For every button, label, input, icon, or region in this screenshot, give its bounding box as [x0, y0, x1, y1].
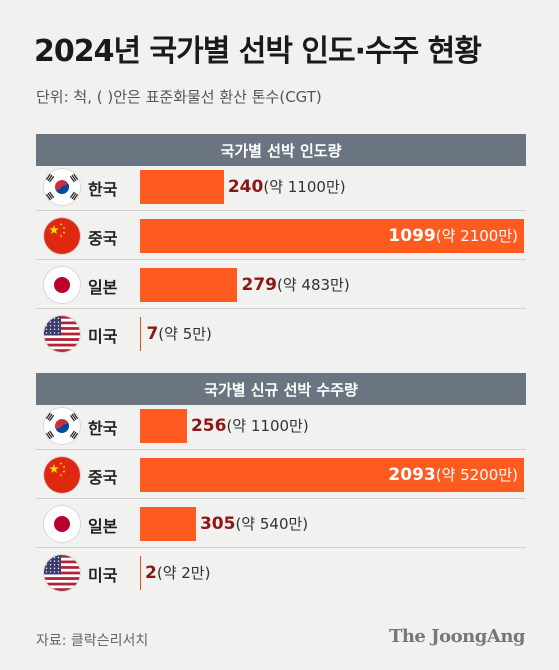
japan-flag-icon [44, 267, 80, 303]
cgt-label: (약 5만) [158, 325, 212, 343]
value-label: 305(약 540만) [200, 513, 308, 534]
korea-flag-icon [44, 169, 80, 205]
bar [140, 268, 238, 302]
row-divider [36, 259, 526, 260]
usa-flag-icon [44, 555, 80, 591]
bar-row: 한국 240(약 1100만) [36, 162, 526, 212]
row-divider [36, 210, 526, 211]
value-number: 2 [145, 563, 157, 583]
country-label: 한국 [88, 180, 118, 199]
value-number: 256 [190, 416, 227, 436]
bar [140, 170, 224, 204]
country-label: 중국 [88, 229, 118, 248]
page-title: 2024년 국가별 선박 인도·수주 현황 [34, 34, 482, 69]
value-number: 305 [199, 514, 236, 534]
bar-row: 한국 256(약 1100만) [36, 401, 526, 451]
value-label: 256(약 1100만) [191, 415, 309, 436]
country-label: 일본 [88, 278, 118, 297]
unit-note: 단위: 척, ( )안은 표준화물선 환산 톤수(CGT) [36, 88, 322, 106]
value-number: 1099 [388, 226, 436, 246]
row-divider [36, 547, 526, 548]
value-label: 1099(약 2100만) [388, 225, 518, 246]
bar [140, 507, 196, 541]
cgt-label: (약 1100만) [226, 417, 309, 435]
row-divider [36, 308, 526, 309]
bar [140, 409, 187, 443]
bar-row: 일본 305(약 540만) [36, 499, 526, 549]
china-flag-icon [44, 218, 80, 254]
bar-row: 중국 1099(약 2100만) [36, 211, 526, 261]
value-label: 279(약 483만) [241, 274, 349, 295]
bar-row: 중국 2093(약 5200만) [36, 450, 526, 500]
value-number: 240 [227, 177, 264, 197]
china-flag-icon [44, 457, 80, 493]
brand-logo: The JoongAng [388, 626, 526, 647]
source-note: 자료: 클락슨리서치 [36, 633, 149, 649]
bar [140, 317, 141, 351]
korea-flag-icon [44, 408, 80, 444]
cgt-label: (약 2만) [156, 564, 211, 582]
country-label: 미국 [88, 566, 118, 585]
cgt-label: (약 2100만) [435, 227, 518, 245]
value-number: 7 [146, 324, 159, 344]
bar-row: 미국 2(약 2만) [36, 548, 526, 598]
row-divider [36, 498, 526, 499]
value-label: 240(약 1100만) [228, 176, 346, 197]
cgt-label: (약 540만) [235, 515, 309, 533]
country-label: 미국 [88, 327, 118, 346]
section-header: 국가별 선박 인도량 [36, 134, 526, 166]
bar [140, 556, 141, 590]
bar-row: 일본 279(약 483만) [36, 260, 526, 310]
bar [140, 458, 524, 492]
value-number: 279 [241, 275, 277, 295]
value-label: 7(약 5만) [146, 323, 211, 344]
section-header: 국가별 신규 선박 수주량 [36, 373, 526, 405]
bar [140, 219, 524, 253]
country-label: 한국 [88, 419, 118, 438]
cgt-label: (약 5200만) [435, 466, 518, 484]
japan-flag-icon [44, 506, 80, 542]
cgt-label: (약 1100만) [263, 178, 346, 196]
value-label: 2(약 2만) [145, 562, 210, 583]
usa-flag-icon [44, 316, 80, 352]
value-label: 2093(약 5200만) [388, 464, 518, 485]
bar-row: 미국 7(약 5만) [36, 309, 526, 359]
country-label: 일본 [88, 517, 118, 536]
row-divider [36, 449, 526, 450]
value-number: 2093 [388, 465, 436, 485]
cgt-label: (약 483만) [276, 276, 350, 294]
country-label: 중국 [88, 468, 118, 487]
